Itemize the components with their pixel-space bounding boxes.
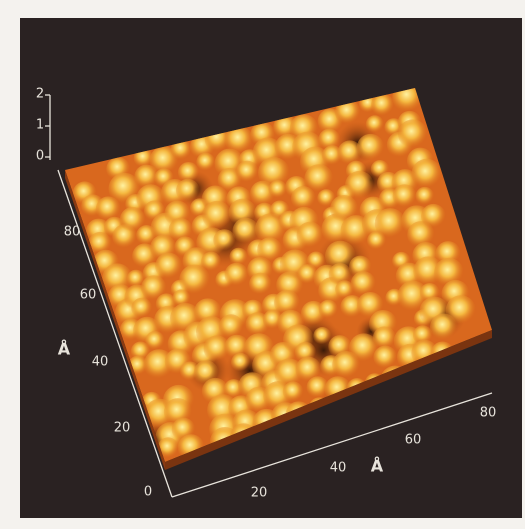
surface-bump	[446, 295, 476, 325]
surface-bump	[283, 381, 304, 402]
surface-bump	[213, 229, 235, 251]
surface-bump	[345, 171, 374, 200]
surface-bump	[319, 300, 338, 319]
surface-bump	[393, 184, 417, 208]
surface-bump	[411, 159, 441, 189]
y-tick-label: 60	[80, 288, 97, 303]
z-tick-label: 0	[36, 149, 44, 164]
surface-bump	[357, 134, 384, 161]
x-tick-label: 40	[330, 461, 347, 476]
surface-bump	[269, 180, 288, 199]
surface-bump	[131, 298, 152, 319]
surface-bump	[421, 204, 446, 229]
surface-bump	[249, 273, 272, 296]
surface-bump	[398, 119, 427, 148]
stm-figure: 2 1 0 80 60 40 20 0 Å 20 40 60 80 Å	[0, 0, 525, 529]
surface-bump	[366, 115, 384, 133]
z-tick-label: 1	[36, 118, 44, 133]
y-tick-label: 20	[114, 421, 131, 436]
surface-bump	[313, 327, 331, 345]
surface-bump	[416, 187, 435, 206]
y-axis-label: Å	[58, 340, 71, 359]
surface-bump	[225, 263, 249, 287]
surface-bump	[202, 201, 232, 231]
x-axis-label: Å	[371, 457, 384, 476]
surface-bump	[297, 222, 324, 249]
surface-bump	[236, 161, 258, 183]
surface-bump	[375, 208, 406, 239]
surface-bump	[196, 153, 215, 172]
z-tick-label: 2	[36, 87, 44, 102]
page: 2 1 0 80 60 40 20 0 Å 20 40 60 80 Å (() …	[0, 0, 525, 529]
x-tick-label: 60	[405, 433, 422, 448]
y-tick-label: 40	[92, 355, 109, 370]
y-tick-label: 80	[64, 225, 81, 240]
x-tick-label: 80	[480, 406, 497, 421]
surface-bump	[201, 252, 221, 272]
surface-bump	[176, 179, 200, 203]
surface-bump	[304, 164, 333, 193]
y-tick-label: 0	[144, 485, 152, 500]
x-tick-label: 20	[251, 486, 268, 501]
surface-bump	[155, 253, 182, 280]
surface-bump	[145, 331, 165, 351]
